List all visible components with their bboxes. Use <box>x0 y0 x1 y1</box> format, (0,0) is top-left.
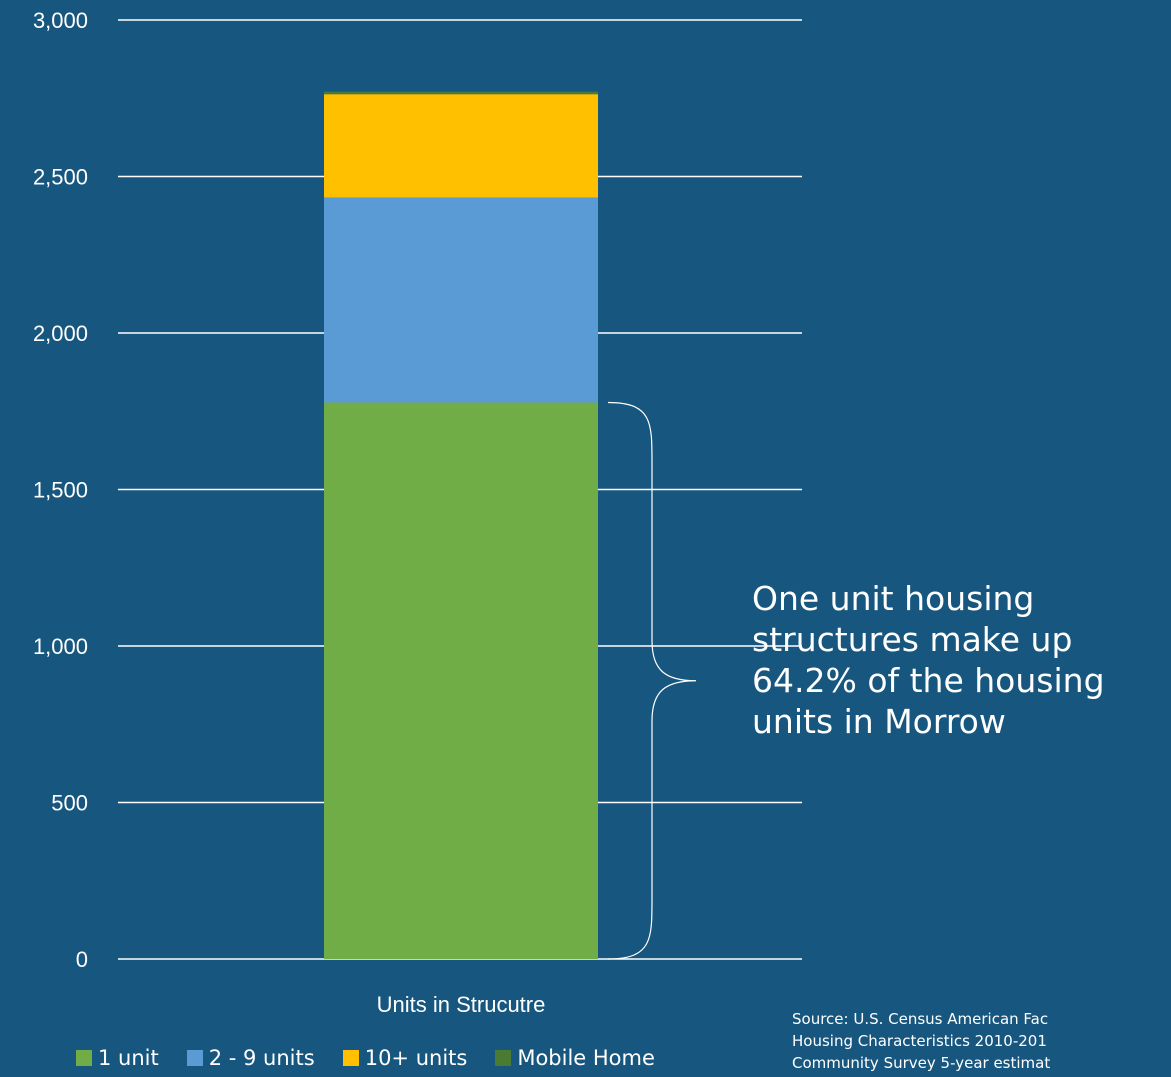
annotation-brace <box>607 401 697 960</box>
legend-item: Mobile Home <box>495 1046 655 1070</box>
source-note: Source: U.S. Census American Fac Housing… <box>792 1010 1051 1072</box>
legend: 1 unit 2 - 9 units 10+ units Mobile Home <box>76 1046 655 1070</box>
y-tick-label: 3,000 <box>33 8 88 33</box>
bar-segment-mobile-home <box>324 91 598 95</box>
legend-swatch <box>76 1050 92 1066</box>
bar-segment-1-unit <box>324 402 598 960</box>
legend-label: 10+ units <box>364 1046 468 1070</box>
legend-item: 1 unit <box>76 1046 159 1070</box>
y-axis-tick-labels: 0 500 1,000 1,500 2,000 2,500 3,000 <box>33 8 88 972</box>
legend-swatch <box>186 1050 203 1066</box>
annotation-text: One unit housing structures make up 64.2… <box>752 579 1105 741</box>
legend-label: 1 unit <box>98 1046 159 1070</box>
category-labels: Units in Strucutre <box>377 992 546 1017</box>
y-tick-label: 500 <box>51 791 88 816</box>
x-category-label: Units in Strucutre <box>377 992 546 1017</box>
y-tick-label: 1,500 <box>33 478 88 503</box>
y-tick-label: 2,500 <box>33 165 88 190</box>
legend-label: 2 - 9 units <box>208 1046 315 1070</box>
bar-stack <box>324 91 598 960</box>
y-tick-label: 2,000 <box>33 321 88 346</box>
legend-swatch <box>495 1050 512 1066</box>
legend-label: Mobile Home <box>517 1046 655 1070</box>
legend-item: 10+ units <box>342 1046 468 1070</box>
y-tick-label: 0 <box>76 947 88 972</box>
legend-item: 2 - 9 units <box>186 1046 315 1070</box>
legend-swatch <box>342 1050 359 1066</box>
y-tick-label: 1,000 <box>33 634 88 659</box>
bar-segment-10-units <box>324 94 598 198</box>
bar-segment-2-9-units <box>324 197 598 403</box>
